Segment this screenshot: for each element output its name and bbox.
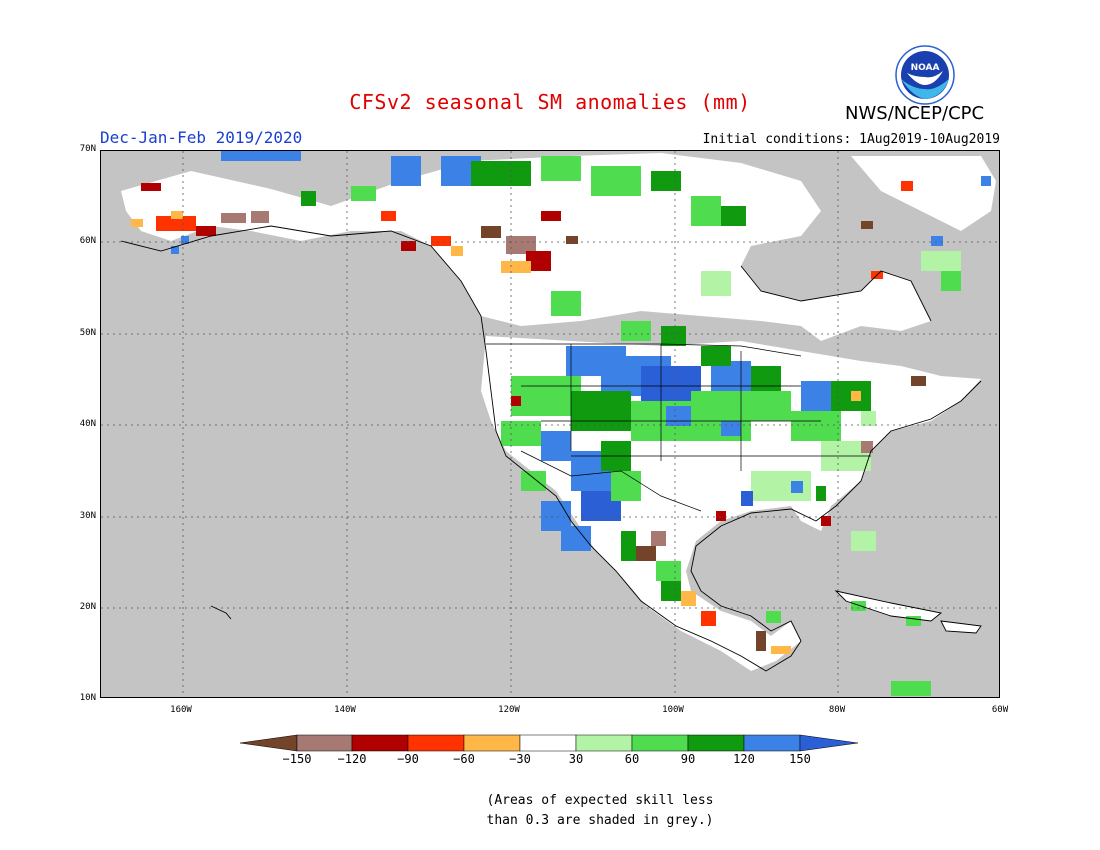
anomaly-cells	[131, 151, 991, 696]
lat-label: 60N	[79, 236, 96, 246]
skill-note-line-2: than 0.3 are shaded in grey.)	[486, 813, 714, 828]
map-title: CFSv2 seasonal SM anomalies (mm)	[349, 90, 751, 114]
colorbar-label: 120	[733, 752, 755, 766]
colorbar-label: −150	[282, 752, 312, 766]
lon-label: 160W	[170, 705, 192, 715]
colorbar-cell	[687, 734, 745, 752]
map-canvas	[101, 151, 999, 697]
colorbar-label: −90	[397, 752, 419, 766]
cuba-land	[836, 591, 941, 621]
lat-label: 30N	[79, 511, 96, 521]
lon-label: 60W	[991, 705, 1009, 715]
colorbar-cell	[631, 734, 689, 752]
season-label: Dec-Jan-Feb 2019/2020	[100, 128, 303, 147]
initial-conditions-label: Initial conditions: 1Aug2019-10Aug2019	[702, 132, 1000, 147]
colorbar-cell	[575, 734, 633, 752]
hispaniola-land	[941, 621, 981, 633]
colorbar-cell	[407, 734, 465, 752]
ne-land	[851, 156, 996, 231]
colorbar-arrow-high	[799, 734, 859, 752]
lat-label: 70N	[79, 144, 96, 154]
colorbar-cell	[743, 734, 801, 752]
map-panel	[100, 150, 1000, 698]
colorbar-label: −30	[509, 752, 531, 766]
skill-note-line-1: (Areas of expected skill less	[486, 793, 714, 808]
colorbar-cell	[351, 734, 409, 752]
colorbar	[240, 734, 859, 752]
lon-label: 120W	[498, 705, 520, 715]
colorbar-label: −60	[453, 752, 475, 766]
noaa-logo: NOAA	[895, 45, 955, 105]
lon-label: 100W	[662, 705, 684, 715]
colorbar-cell	[296, 734, 353, 752]
lat-label: 40N	[79, 419, 96, 429]
lat-label: 10N	[79, 693, 96, 703]
colorbar-arrow-low	[240, 734, 298, 752]
lat-label: 50N	[79, 328, 96, 338]
colorbar-label: −120	[337, 752, 367, 766]
borders	[486, 343, 871, 512]
colorbar-label: 30	[568, 752, 584, 766]
coastlines	[120, 225, 982, 672]
lat-label: 20N	[79, 602, 96, 612]
noaa-logo-text: NOAA	[911, 63, 940, 73]
gridlines	[101, 151, 999, 697]
colorbar-cell	[519, 734, 577, 752]
colorbar-label: 150	[789, 752, 811, 766]
colorbar-cell	[463, 734, 521, 752]
colorbar-label: 60	[624, 752, 640, 766]
colorbar-label: 90	[680, 752, 696, 766]
organization-label: NWS/NCEP/CPC	[845, 103, 985, 124]
lon-label: 140W	[334, 705, 356, 715]
lon-label: 80W	[828, 705, 846, 715]
